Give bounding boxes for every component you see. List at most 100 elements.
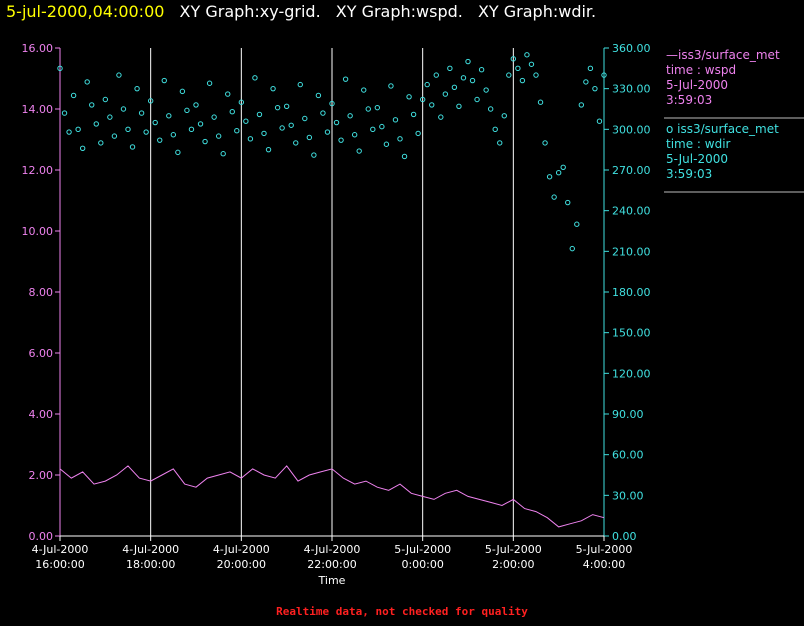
data-point-wdir (279, 125, 285, 131)
data-point-wdir (392, 117, 399, 123)
legend-entry-wspd[interactable]: —iss3/surface_met time : wspd 5-Jul-2000… (666, 48, 780, 108)
data-point-wdir (537, 99, 544, 105)
title-graph-wdir: XY Graph:wdir. (477, 2, 597, 21)
y-right-tick-label: 120.00 (612, 367, 651, 380)
data-point-wdir (129, 144, 136, 150)
x-tick-label-time: 18:00:00 (126, 558, 175, 571)
y-left-tick-label: 10.00 (22, 225, 54, 238)
data-point-wdir (297, 81, 303, 88)
data-point-wdir (492, 126, 498, 133)
data-point-wdir (397, 136, 403, 142)
data-point-wdir (528, 61, 535, 67)
y-left-tick-label: 4.00 (29, 408, 54, 421)
data-point-wdir (515, 65, 521, 72)
y-right-tick-label: 60.00 (612, 449, 644, 462)
data-point-wdir (157, 137, 163, 143)
data-point-wdir (424, 81, 430, 88)
data-point-wdir (243, 118, 249, 124)
data-point-wdir (102, 96, 109, 103)
data-point-wdir (238, 99, 245, 105)
data-point-wdir (574, 221, 580, 227)
data-point-wdir (524, 52, 530, 58)
data-point-wdir (592, 85, 598, 92)
data-point-wdir (61, 110, 68, 116)
data-point-wdir (234, 127, 240, 134)
data-point-wdir (265, 146, 272, 153)
data-quality-notice: Realtime data, not checked for quality (276, 605, 528, 618)
data-point-wdir (302, 115, 308, 122)
y-left-tick-label: 14.00 (22, 103, 54, 116)
data-point-wdir (66, 129, 72, 135)
data-point-wdir (333, 119, 340, 126)
data-point-wdir (111, 133, 118, 139)
legend-variable: time : wdir (666, 137, 731, 151)
data-point-wdir (125, 126, 131, 133)
x-tick-label-time: 16:00:00 (35, 558, 84, 571)
y-right-tick-label: 210.00 (612, 245, 651, 258)
x-tick-label-time: 0:00:00 (401, 558, 443, 571)
data-point-wdir (152, 119, 158, 126)
data-point-wdir (229, 109, 235, 115)
data-point-wdir (206, 80, 213, 86)
x-tick-label-date: 5-Jul-2000 (394, 543, 451, 556)
data-point-wdir (188, 126, 195, 133)
y-right-tick-label: 330.00 (612, 83, 651, 96)
y-right-tick-label: 270.00 (612, 164, 651, 177)
data-point-wdir (288, 122, 294, 128)
x-axis-label: Time (318, 574, 346, 587)
x-tick-label-time: 4:00:00 (583, 558, 625, 571)
y-right-tick-label: 240.00 (612, 205, 651, 218)
data-point-wdir (519, 77, 526, 84)
data-point-wdir (175, 149, 181, 156)
data-point-wdir (338, 137, 344, 143)
title-graph-wspd: XY Graph:wspd. (335, 2, 463, 21)
data-point-wdir (429, 102, 435, 108)
data-point-wdir (497, 140, 503, 146)
data-point-wdir (510, 56, 517, 62)
data-point-wdir (415, 130, 421, 137)
data-point-wdir (361, 87, 367, 93)
data-point-wdir (98, 140, 104, 146)
data-point-wdir (379, 123, 385, 130)
data-point-wdir (365, 106, 371, 112)
y-left-tick-label: 12.00 (22, 164, 54, 177)
data-point-wdir (583, 79, 589, 85)
data-point-wdir (542, 140, 548, 146)
data-point-wdir (469, 77, 476, 84)
data-point-wdir (89, 102, 95, 108)
x-tick-label-time: 20:00:00 (217, 558, 266, 571)
x-tick-label-date: 4-Jul-2000 (213, 543, 270, 556)
data-point-wdir (166, 113, 172, 119)
data-point-wdir (478, 66, 485, 73)
data-point-wdir (57, 65, 63, 72)
data-point-wdir (120, 106, 127, 112)
data-point-wdir (202, 138, 208, 145)
data-point-wdir (311, 152, 317, 158)
data-point-wdir (447, 65, 453, 72)
data-point-wdir (370, 126, 376, 133)
legend-time: 3:59:03 (666, 93, 713, 107)
data-point-wdir (179, 88, 186, 95)
data-point-wdir (315, 92, 322, 99)
data-point-wdir (138, 110, 145, 116)
title-datetime: 5-jul-2000,04:00:00 (6, 2, 165, 21)
data-point-wdir (401, 153, 408, 160)
data-point-wdir (506, 72, 512, 78)
data-point-wdir (560, 164, 566, 170)
legend-variable: time : wspd (666, 63, 737, 77)
legend-line-marker-icon: — (666, 48, 678, 62)
data-point-wdir (252, 75, 258, 81)
data-point-wdir (270, 85, 276, 92)
data-point-wdir (551, 194, 557, 200)
data-point-wdir (84, 79, 90, 85)
data-point-wdir (324, 129, 331, 135)
data-point-wdir (433, 72, 439, 78)
legend-entry-wdir[interactable]: o iss3/surface_met time : wdir 5-Jul-200… (666, 122, 779, 182)
data-point-wdir (283, 103, 290, 109)
x-tick-label-date: 4-Jul-2000 (304, 543, 361, 556)
data-point-wdir (438, 114, 444, 120)
data-point-wdir (143, 129, 149, 135)
data-point-wdir (388, 83, 394, 89)
data-point-wdir (442, 91, 449, 97)
